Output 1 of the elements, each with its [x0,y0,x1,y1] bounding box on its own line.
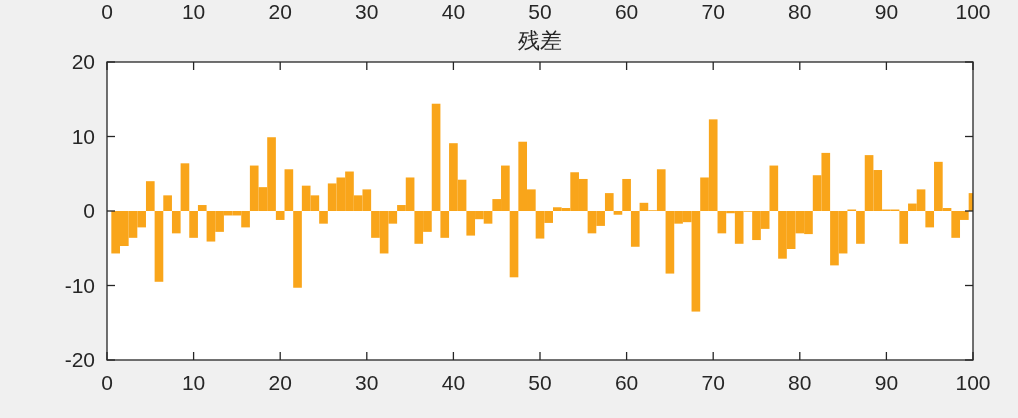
title: 残差 [518,28,562,53]
